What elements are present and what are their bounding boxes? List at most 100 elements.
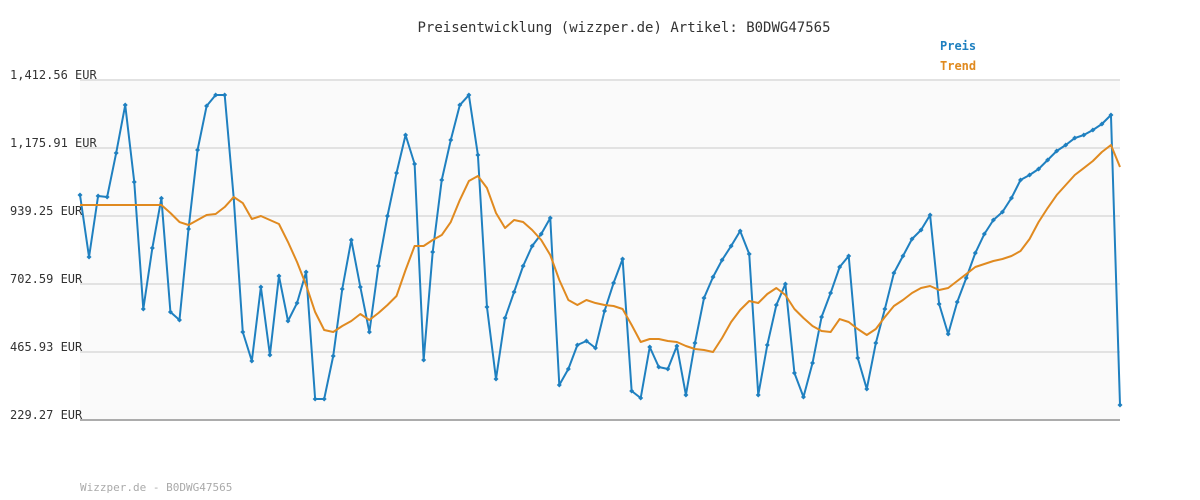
data-point [999, 209, 1005, 215]
series-line [79, 94, 1121, 406]
data-point [954, 299, 960, 305]
data-point [475, 152, 481, 158]
data-point [674, 343, 680, 349]
data-point [104, 194, 110, 200]
data-point [1117, 402, 1123, 408]
data-point [638, 395, 644, 401]
data-point [403, 132, 409, 138]
data-point [990, 217, 996, 223]
data-point [936, 301, 942, 307]
data-point [204, 103, 210, 109]
data-point [647, 344, 653, 350]
data-point [918, 227, 924, 233]
data-point [493, 376, 499, 382]
data-point [773, 302, 779, 308]
data-point [122, 102, 128, 108]
data-point [303, 269, 309, 275]
data-point [348, 237, 354, 243]
y-tick-label: 465.93 EUR [10, 340, 83, 354]
data-point [828, 290, 834, 296]
data-point [258, 284, 264, 290]
data-point [1054, 148, 1060, 154]
data-point [276, 273, 282, 279]
y-tick-label: 939.25 EUR [10, 204, 83, 218]
data-point [701, 295, 707, 301]
data-point [602, 308, 608, 314]
data-point [131, 179, 137, 185]
data-point [656, 364, 662, 370]
data-point [1081, 132, 1087, 138]
y-tick-label: 702.59 EUR [10, 272, 83, 286]
data-point [149, 245, 155, 251]
data-point [430, 249, 436, 255]
data-point [384, 213, 390, 219]
data-point [330, 353, 336, 359]
data-point [1063, 142, 1069, 148]
data-point [629, 388, 635, 394]
data-point [1099, 121, 1105, 127]
y-tick-label: 1,175.91 EUR [10, 136, 97, 150]
data-point [891, 270, 897, 276]
data-point [565, 366, 571, 372]
data-point [882, 306, 888, 312]
data-point [728, 243, 734, 249]
data-point [927, 212, 933, 218]
data-point [755, 392, 761, 398]
data-point [1108, 112, 1114, 118]
data-point [855, 355, 861, 361]
data-point [846, 253, 852, 259]
data-point [529, 243, 535, 249]
data-point [339, 286, 345, 292]
data-point [1072, 135, 1078, 141]
footer: Wizzper.de - B0DWG47565 [80, 481, 232, 494]
data-point [439, 177, 445, 183]
series-line [80, 144, 1121, 354]
data-point [538, 231, 544, 237]
data-point [375, 263, 381, 269]
data-point [86, 254, 92, 260]
data-point [1090, 127, 1096, 133]
data-point [873, 340, 879, 346]
data-point [294, 300, 300, 306]
data-point [520, 263, 526, 269]
data-point [186, 226, 192, 232]
data-point [1036, 166, 1042, 172]
data-point [312, 396, 318, 402]
data-point [77, 192, 83, 198]
data-point [357, 284, 363, 290]
data-point [466, 92, 472, 98]
chart-title: Preisentwicklung (wizzper.de) Artikel: B… [417, 20, 830, 36]
legend-label: Preis [940, 39, 976, 53]
data-point [140, 306, 146, 312]
data-point [158, 195, 164, 201]
data-point [113, 150, 119, 156]
data-point [511, 289, 517, 295]
data-point [421, 357, 427, 363]
data-point [176, 317, 182, 323]
data-point [1008, 195, 1014, 201]
data-point [864, 386, 870, 392]
data-point [719, 257, 725, 263]
data-point [810, 360, 816, 366]
data-point [484, 304, 490, 310]
data-point [1018, 177, 1024, 183]
data-point [167, 309, 173, 315]
data-point [394, 170, 400, 176]
data-point [683, 392, 689, 398]
data-point [240, 329, 246, 335]
data-point [710, 274, 716, 280]
data-point [611, 280, 617, 286]
data-point [620, 256, 626, 262]
data-point [909, 236, 915, 242]
data-point [412, 161, 418, 167]
data-point [800, 394, 806, 400]
y-tick-label: 229.27 EUR [10, 408, 83, 422]
data-point [782, 281, 788, 287]
data-point [791, 370, 797, 376]
data-point [900, 253, 906, 259]
data-point [366, 329, 372, 335]
data-point [692, 340, 698, 346]
data-point [547, 215, 553, 221]
data-point [1027, 172, 1033, 178]
